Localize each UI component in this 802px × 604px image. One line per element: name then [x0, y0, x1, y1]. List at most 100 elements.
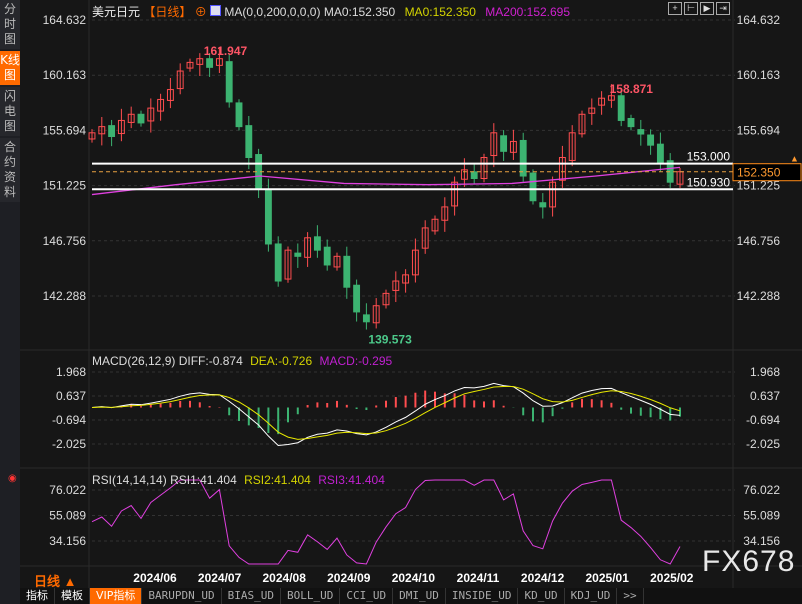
- horizontal-line-label: 153.000: [687, 150, 731, 164]
- horizontal-line-label: 150.930: [687, 175, 731, 189]
- indicator-icon[interactable]: [210, 5, 222, 16]
- x-tick: 2024/10: [392, 571, 436, 585]
- high-annotation: 161.947: [204, 44, 248, 58]
- candle: [196, 58, 204, 65]
- x-tick: 2024/08: [263, 571, 307, 585]
- price-tick-left: 151.225: [43, 179, 87, 193]
- dea-line: [91, 385, 681, 440]
- candle: [558, 157, 566, 181]
- x-tick: 2024/11: [457, 571, 500, 585]
- tab-cci-ud[interactable]: CCI_UD: [340, 588, 394, 604]
- candle: [284, 249, 292, 280]
- candle: [264, 189, 272, 245]
- x-tick: 2024/09: [327, 571, 371, 585]
- price-tick-left: 164.632: [43, 13, 87, 27]
- candle: [607, 95, 615, 101]
- ma200-value: MA200:152.695: [485, 5, 571, 19]
- sidebar-item-timeshare[interactable]: 分时图: [0, 0, 20, 49]
- sidebar: 分时图 K线图 闪电图 合约资料: [0, 0, 20, 604]
- candle: [362, 314, 370, 323]
- macd-tick-left: -0.694: [52, 413, 86, 427]
- x-tick: 2025/01: [586, 571, 630, 585]
- rsi-tick-left: 76.022: [49, 483, 86, 497]
- price-tick-right: 142.288: [737, 289, 781, 303]
- play-icon[interactable]: ▶: [700, 2, 714, 15]
- candle: [578, 113, 586, 135]
- candle: [382, 292, 390, 306]
- candle: [411, 249, 419, 276]
- tab-kdj-ud[interactable]: KDJ_UD: [565, 588, 618, 604]
- candle: [392, 280, 400, 291]
- candle: [353, 284, 361, 313]
- ma200-line: [91, 166, 681, 196]
- macd-diff: DIFF:-0.874: [178, 354, 243, 368]
- candle: [176, 70, 184, 90]
- rsi-tick-right: 76.022: [743, 483, 780, 497]
- price-tick-right: 160.163: [737, 68, 781, 82]
- candle: [245, 125, 253, 159]
- candle: [137, 113, 145, 124]
- candle: [108, 125, 116, 138]
- price-tick-right: 146.756: [737, 234, 781, 248]
- candle: [343, 255, 351, 288]
- tab-vip-[interactable]: VIP指标: [90, 588, 143, 604]
- candle: [206, 58, 214, 68]
- price-arrow-icon: ▲: [790, 154, 799, 164]
- crosshair-target-icon[interactable]: ⊕: [194, 5, 207, 19]
- tab--[interactable]: 指标: [20, 588, 55, 604]
- ma0-value-white: MA0:152.350: [323, 5, 396, 19]
- rsi-tick-left: 34.156: [49, 534, 86, 548]
- macd-tick-right: -2.025: [746, 437, 780, 451]
- x-tick: 2024/06: [133, 571, 177, 585]
- tab-barupdn-ud[interactable]: BARUPDN_UD: [142, 588, 222, 604]
- rsi-tick-right: 55.089: [743, 509, 780, 523]
- rsi3-value: RSI3:41.404: [318, 473, 385, 487]
- watermark: FX678: [702, 545, 796, 578]
- candle: [186, 61, 194, 69]
- candle: [225, 61, 233, 103]
- crosshair-icon[interactable]: +: [668, 2, 682, 15]
- tab-dmi-ud[interactable]: DMI_UD: [393, 588, 446, 604]
- price-tick-right: 155.694: [737, 123, 781, 137]
- sidebar-item-flash[interactable]: 闪电图: [0, 87, 20, 136]
- chart-toolbar: + ⊢ ▶ ⇥: [668, 2, 730, 15]
- macd-tick-right: 1.968: [750, 365, 780, 379]
- zoom-range-icon[interactable]: ⊢: [684, 2, 698, 15]
- tab-kd-ud[interactable]: KD_UD: [518, 588, 565, 604]
- tab-boll-ud[interactable]: BOLL_UD: [281, 588, 341, 604]
- candle: [627, 117, 635, 128]
- candle: [117, 119, 125, 135]
- alert-icon[interactable]: ◉: [8, 473, 17, 484]
- period-label[interactable]: 【日线】: [143, 5, 192, 19]
- candle: [294, 252, 302, 257]
- high2-annotation: 158.871: [610, 82, 654, 96]
- x-tick: 2024/07: [198, 571, 242, 585]
- candle: [402, 274, 410, 284]
- candle: [637, 129, 645, 135]
- candle: [568, 132, 576, 161]
- ma-params: MA(0,0,200,0,0,0): [224, 5, 321, 19]
- period-selector[interactable]: 日线 ▲: [34, 574, 77, 589]
- scroll-end-icon[interactable]: ⇥: [716, 2, 730, 15]
- sidebar-item-contract-info[interactable]: 合约资料: [0, 138, 20, 202]
- tab--[interactable]: >>: [617, 588, 644, 604]
- ma0-value: MA0:152.350: [404, 5, 476, 19]
- candle: [480, 157, 488, 180]
- macd-value: MACD:-0.295: [319, 354, 393, 368]
- tab-bias-ud[interactable]: BIAS_UD: [222, 588, 281, 604]
- candle: [647, 134, 655, 146]
- rsi-tick-left: 55.089: [49, 509, 86, 523]
- tab--[interactable]: 模板: [55, 588, 90, 604]
- candle: [529, 172, 537, 202]
- candle: [333, 255, 341, 268]
- candle: [441, 206, 449, 221]
- sidebar-item-kline[interactable]: K线图: [0, 51, 20, 85]
- tab-inside-ud[interactable]: INSIDE_UD: [446, 588, 519, 604]
- low-annotation: 139.573: [368, 333, 412, 347]
- candle: [490, 132, 498, 157]
- macd-title: MACD(26,12,9): [92, 354, 176, 368]
- macd-tick-right: -0.694: [746, 413, 780, 427]
- candle: [147, 107, 155, 122]
- price-tick-left: 146.756: [43, 234, 87, 248]
